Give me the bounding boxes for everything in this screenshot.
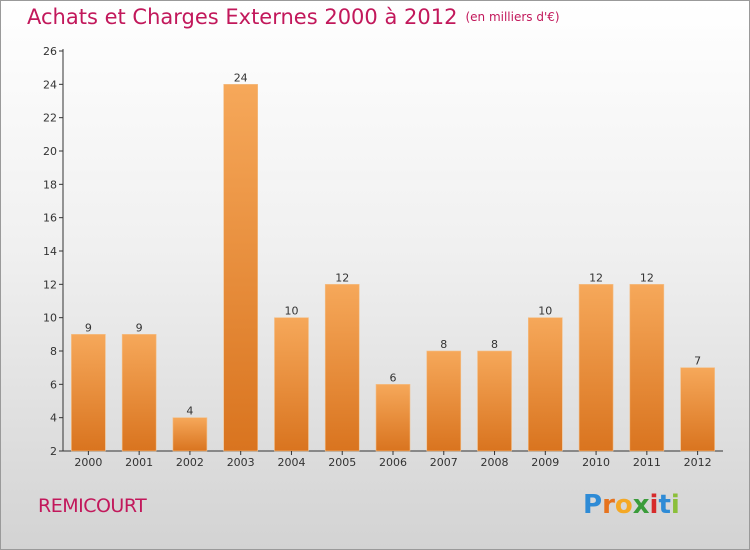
- bar: [528, 317, 563, 452]
- y-tick-label: 26: [43, 45, 57, 58]
- y-tick-label: 6: [50, 378, 57, 391]
- data-label: 24: [234, 71, 248, 84]
- bar: [426, 350, 462, 452]
- y-tick-label: 2: [50, 445, 57, 458]
- bar: [375, 384, 411, 452]
- x-tick-label: 2010: [582, 456, 610, 469]
- bar: [121, 334, 157, 452]
- y-tick-label: 12: [43, 278, 57, 291]
- chart-title: Achats et Charges Externes 2000 à 2012 (e…: [27, 5, 560, 29]
- bar: [223, 84, 258, 452]
- chart-unit: (en milliers d'€): [465, 10, 560, 24]
- x-tick-label: 2006: [379, 456, 407, 469]
- logo-letter: x: [632, 490, 650, 520]
- data-label: 12: [335, 271, 349, 284]
- data-label: 10: [538, 305, 552, 318]
- bar: [172, 417, 208, 452]
- bar: [477, 350, 512, 452]
- x-tick-label: 2009: [531, 456, 559, 469]
- logo-letter: i: [670, 490, 680, 520]
- y-tick-label: 18: [43, 178, 57, 191]
- y-tick-label: 20: [43, 145, 57, 158]
- bar: [71, 334, 106, 452]
- bar: [324, 284, 360, 452]
- y-tick-label: 24: [43, 78, 57, 91]
- bar: [578, 284, 614, 452]
- y-tick-label: 4: [50, 412, 57, 425]
- y-tick-label: 14: [43, 245, 57, 258]
- bar: [680, 367, 715, 452]
- x-tick-label: 2001: [125, 456, 153, 469]
- data-label: 9: [85, 321, 92, 334]
- logo-letter: i: [649, 490, 659, 520]
- logo-letter: t: [658, 490, 671, 520]
- y-tick-label: 8: [50, 345, 57, 358]
- bar: [274, 317, 309, 452]
- data-label: 6: [390, 371, 397, 384]
- logo-letter: r: [602, 490, 615, 520]
- x-tick-label: 2004: [277, 456, 305, 469]
- data-label: 7: [694, 355, 701, 368]
- x-tick-label: 2007: [430, 456, 458, 469]
- logo-letter: P: [583, 490, 603, 520]
- data-label: 12: [640, 271, 654, 284]
- x-tick-label: 2005: [328, 456, 356, 469]
- y-tick-label: 16: [43, 212, 57, 225]
- x-tick-label: 2012: [684, 456, 712, 469]
- x-tick-label: 2000: [74, 456, 102, 469]
- proxiti-logo: Proxiti: [583, 490, 680, 520]
- x-tick-label: 2011: [633, 456, 661, 469]
- data-label: 10: [284, 305, 298, 318]
- logo-letter: o: [614, 490, 633, 520]
- x-tick-label: 2008: [481, 456, 509, 469]
- y-tick-label: 22: [43, 112, 57, 125]
- commune-name: REMICOURT: [38, 495, 147, 517]
- x-tick-label: 2002: [176, 456, 204, 469]
- data-label: 4: [186, 405, 193, 418]
- bar: [629, 284, 665, 452]
- data-label: 8: [491, 338, 498, 351]
- data-label: 12: [589, 271, 603, 284]
- data-label: 8: [440, 338, 447, 351]
- y-tick-label: 10: [43, 312, 57, 325]
- data-label: 9: [136, 321, 143, 334]
- chart-title-text: Achats et Charges Externes 2000 à 2012: [27, 5, 458, 29]
- x-tick-label: 2003: [227, 456, 255, 469]
